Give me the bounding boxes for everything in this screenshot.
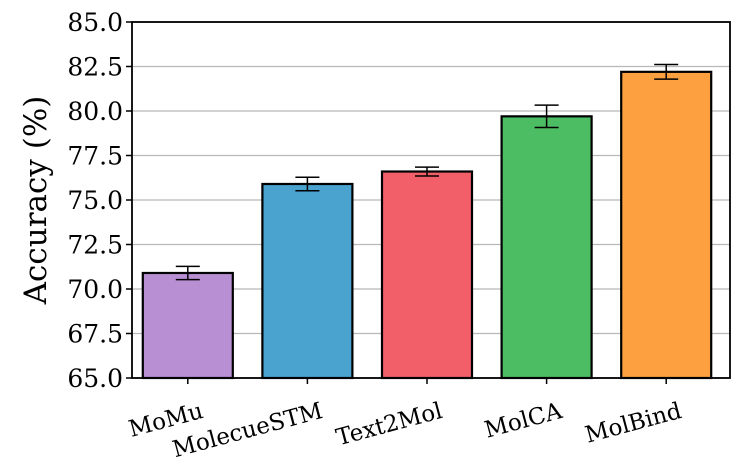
error-bar: [534, 104, 559, 129]
y-tick-label: 72.5: [67, 231, 123, 260]
error-bar: [654, 63, 679, 80]
y-tick-label: 85.0: [67, 8, 123, 37]
y-tick-label: 65.0: [67, 364, 123, 393]
y-axis-label: Accuracy (%): [18, 96, 54, 306]
y-tick-label: 77.5: [67, 142, 123, 171]
y-tick-label: 80.0: [67, 97, 123, 126]
bar-molbind: [620, 70, 713, 380]
error-bar: [415, 166, 439, 177]
bar-momu: [141, 271, 234, 380]
y-tick-label: 75.0: [67, 186, 123, 215]
y-tick-label: 70.0: [67, 275, 123, 304]
error-bar: [175, 265, 200, 281]
x-tick-label: MolBind: [582, 398, 684, 449]
y-tick-label: 67.5: [67, 320, 123, 349]
x-tick-label: Text2Mol: [333, 398, 445, 451]
bar-molca: [500, 115, 593, 380]
y-tick-label: 82.5: [67, 53, 123, 82]
bar-text2mol: [380, 170, 474, 380]
x-tick-label: MolCA: [482, 398, 565, 444]
bars: [141, 63, 713, 380]
bar-molecuestm: [261, 182, 354, 380]
error-bar: [295, 176, 320, 192]
y-axis-ticks: 65.0 67.5 70.0 72.5 75.0 77.5 80.0 82.5 85.0: [67, 8, 132, 393]
